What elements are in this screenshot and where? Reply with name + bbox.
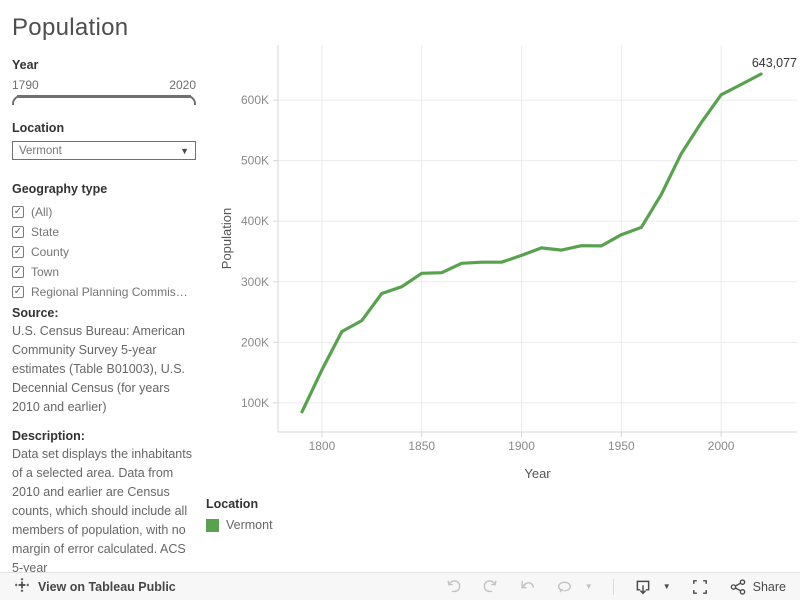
checkbox-row-regional-planning[interactable]: ✓ Regional Planning Commis… xyxy=(12,285,188,299)
location-filter-label: Location xyxy=(12,121,65,135)
page-title: Population xyxy=(12,14,129,41)
chevron-down-icon: ▼ xyxy=(180,145,189,156)
slider-handle-min[interactable] xyxy=(12,95,24,105)
share-button[interactable]: Share xyxy=(729,578,786,596)
checkbox-checked-icon[interactable]: ✓ xyxy=(12,286,24,298)
population-line-chart[interactable]: 1800 1850 1900 1950 2000 100K 200K 300K 400K 500K… xyxy=(205,0,800,492)
location-dropdown-value: Vermont xyxy=(19,144,62,157)
location-dropdown[interactable]: Vermont ▼ xyxy=(12,141,196,160)
source-label: Source: xyxy=(12,306,59,320)
svg-text:500K: 500K xyxy=(241,154,269,168)
slider-handle-max[interactable] xyxy=(184,95,196,105)
svg-text:400K: 400K xyxy=(241,214,269,228)
svg-text:643,077: 643,077 xyxy=(752,56,797,70)
svg-text:200K: 200K xyxy=(241,335,269,349)
toolbar-actions: ▼ ▼ xyxy=(425,578,786,596)
legend-color-swatch xyxy=(206,518,219,532)
description-label: Description: xyxy=(12,429,85,443)
svg-text:1850: 1850 xyxy=(408,439,435,453)
description-text: Data set displays the inhabitants of a s… xyxy=(12,447,192,572)
revert-button[interactable] xyxy=(519,578,536,595)
tableau-bottom-toolbar: View on Tableau Public xyxy=(0,572,800,600)
legend-title: Location xyxy=(206,497,259,511)
undo-button[interactable] xyxy=(445,578,462,595)
checkbox-row-town[interactable]: ✓ Town xyxy=(12,265,60,279)
view-on-tableau-label: View on Tableau Public xyxy=(38,579,176,594)
svg-text:1800: 1800 xyxy=(309,439,336,453)
caret-down-icon: ▼ xyxy=(662,582,671,591)
year-min-value: 1790 xyxy=(12,78,39,92)
svg-text:2000: 2000 xyxy=(708,439,735,453)
redo-button[interactable] xyxy=(482,578,499,595)
year-max-value: 2020 xyxy=(169,78,196,92)
checkbox-checked-icon[interactable]: ✓ xyxy=(12,226,24,238)
svg-text:600K: 600K xyxy=(241,93,269,107)
checkbox-checked-icon[interactable]: ✓ xyxy=(12,266,24,278)
refresh-dropdown-caret[interactable]: ▼ xyxy=(581,582,593,591)
checkbox-row-state[interactable]: ✓ State xyxy=(12,225,60,239)
view-on-tableau-link[interactable]: View on Tableau Public xyxy=(14,577,176,596)
download-button[interactable] xyxy=(634,578,652,596)
caret-down-icon: ▼ xyxy=(584,582,593,591)
year-filter-label: Year xyxy=(12,58,39,72)
svg-text:1950: 1950 xyxy=(608,439,635,453)
tableau-logo-icon xyxy=(14,577,30,596)
source-text: U.S. Census Bureau: American Community S… xyxy=(12,324,185,414)
svg-text:300K: 300K xyxy=(241,275,269,289)
geography-checkbox-list: ✓ (All) ✓ State ✓ County ✓ Town ✓ Region… xyxy=(12,202,197,302)
year-range-slider[interactable] xyxy=(12,95,196,106)
share-button-label: Share xyxy=(752,579,786,594)
chart-legend: Location Vermont xyxy=(206,497,273,532)
svg-text:1900: 1900 xyxy=(508,439,535,453)
filter-sidebar: Population Year 1790 2020 Location Vermo… xyxy=(0,0,205,572)
refresh-button[interactable] xyxy=(556,578,573,595)
checkbox-row-all[interactable]: ✓ (All) xyxy=(12,205,53,219)
chart-canvas[interactable]: 1800 1850 1900 1950 2000 100K 200K 300K 400K 500K… xyxy=(205,0,800,492)
legend-item-label: Vermont xyxy=(226,518,273,532)
slider-track[interactable] xyxy=(17,95,191,98)
checkbox-checked-icon[interactable]: ✓ xyxy=(12,206,24,218)
svg-text:Population: Population xyxy=(219,208,234,269)
toolbar-divider xyxy=(612,578,614,595)
year-range-values: 1790 2020 xyxy=(12,78,196,92)
geography-filter-label: Geography type xyxy=(12,182,108,196)
download-dropdown-caret[interactable]: ▼ xyxy=(659,582,671,591)
checkbox-checked-icon[interactable]: ✓ xyxy=(12,246,24,258)
checkbox-row-county[interactable]: ✓ County xyxy=(12,245,70,259)
fullscreen-button[interactable] xyxy=(691,578,709,596)
legend-item-vermont[interactable]: Vermont xyxy=(206,518,273,532)
svg-text:100K: 100K xyxy=(241,396,269,410)
svg-text:Year: Year xyxy=(524,466,551,481)
